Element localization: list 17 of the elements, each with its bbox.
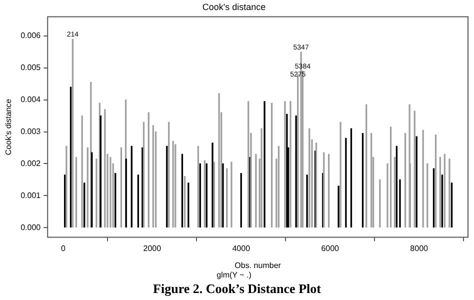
x-tick-label: 2000 bbox=[143, 244, 162, 254]
x-tick-label: 4000 bbox=[232, 244, 251, 254]
x-axis-title: Obs. number bbox=[234, 260, 282, 270]
y-tick-label: 0.002 bbox=[20, 158, 42, 168]
y-tick-label: 0.004 bbox=[20, 95, 42, 104]
y-tick-label: 0.000 bbox=[20, 222, 42, 232]
y-tick-label: 0.003 bbox=[20, 126, 42, 136]
x-tick-label: 6000 bbox=[321, 244, 340, 254]
caption: Figure 2. Cook’s Distance Plot bbox=[152, 280, 322, 298]
y-tick-label: 0.005 bbox=[20, 63, 42, 72]
x-tick-label: 0 bbox=[60, 244, 66, 254]
chart-title: Cook's distance bbox=[202, 2, 266, 12]
y-axis-title: Cook's distance bbox=[4, 98, 14, 156]
y-tick-label: 0.006 bbox=[20, 31, 42, 40]
text: glm(Y ~ .) bbox=[216, 270, 252, 280]
x-tick-label: 8000 bbox=[410, 244, 429, 254]
y-tick-label: 0.001 bbox=[20, 190, 42, 200]
